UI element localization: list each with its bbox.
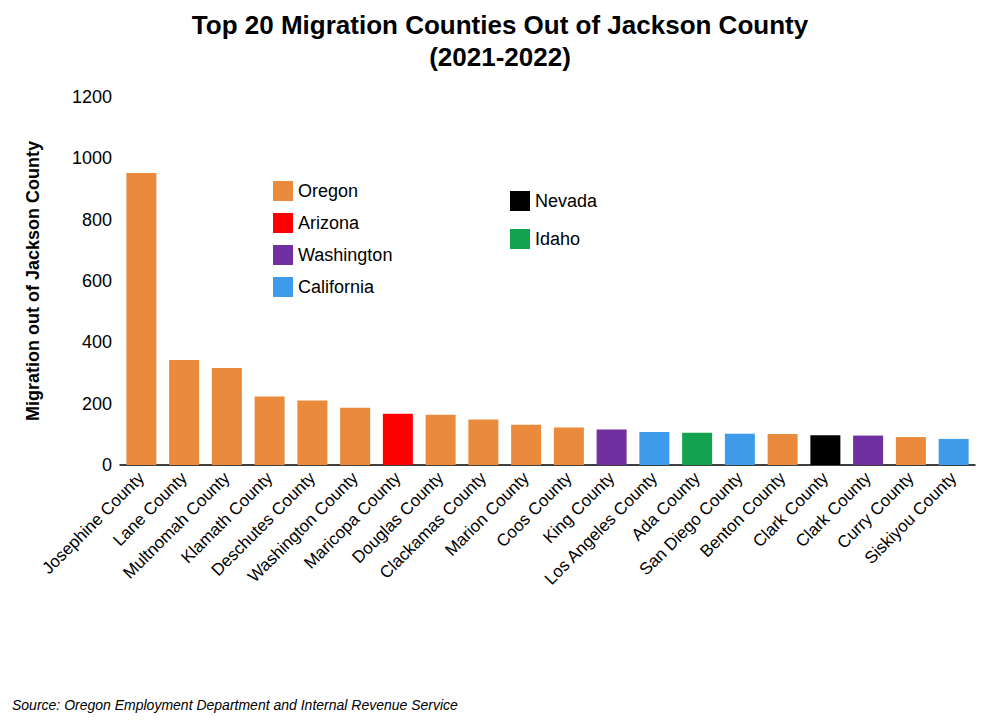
svg-text:Lane County: Lane County [109,468,191,550]
svg-text:Klamath County: Klamath County [177,468,277,568]
svg-text:Idaho: Idaho [535,229,580,249]
svg-text:800: 800 [82,210,112,230]
svg-text:Oregon: Oregon [298,181,358,201]
svg-text:Top 20 Migration Counties Out: Top 20 Migration Counties Out of Jackson… [192,10,809,40]
svg-text:King County: King County [539,468,619,548]
svg-text:Source: Oregon Employment Depa: Source: Oregon Employment Department and… [12,697,458,713]
svg-text:1000: 1000 [72,148,112,168]
svg-text:600: 600 [82,271,112,291]
svg-text:Clark County: Clark County [792,468,875,552]
svg-text:(2021-2022): (2021-2022) [429,42,571,72]
svg-text:Douglas County: Douglas County [348,468,448,568]
svg-text:Benton County: Benton County [696,468,790,562]
svg-text:Multnomah County: Multnomah County [119,468,234,583]
svg-text:Nevada: Nevada [535,191,598,211]
svg-text:San Diego County: San Diego County [635,468,747,580]
svg-text:Migration out of Jackson Count: Migration out of Jackson County [23,141,43,421]
svg-text:Deschutes County: Deschutes County [207,468,320,580]
svg-text:Marion County: Marion County [441,468,533,560]
svg-text:Clark County: Clark County [749,468,833,552]
svg-text:400: 400 [82,332,112,352]
svg-text:1200: 1200 [72,87,112,107]
svg-text:California: California [298,277,375,297]
svg-text:Josephine County: Josephine County [38,468,149,578]
svg-text:Los Angeles County: Los Angeles County [540,468,662,589]
svg-text:Arizona: Arizona [298,213,360,233]
svg-text:Maricopa County: Maricopa County [300,468,405,573]
svg-text:200: 200 [82,394,112,414]
svg-text:Clackamas County: Clackamas County [375,468,491,583]
svg-text:0: 0 [102,455,112,475]
svg-text:Curry County: Curry County [833,468,918,553]
svg-text:Washington: Washington [298,245,392,265]
svg-text:Ada County: Ada County [627,468,704,545]
svg-text:Coos County: Coos County [492,468,576,552]
svg-text:Washington County: Washington County [244,468,362,587]
svg-text:Siskiyou County: Siskiyou County [861,468,961,568]
